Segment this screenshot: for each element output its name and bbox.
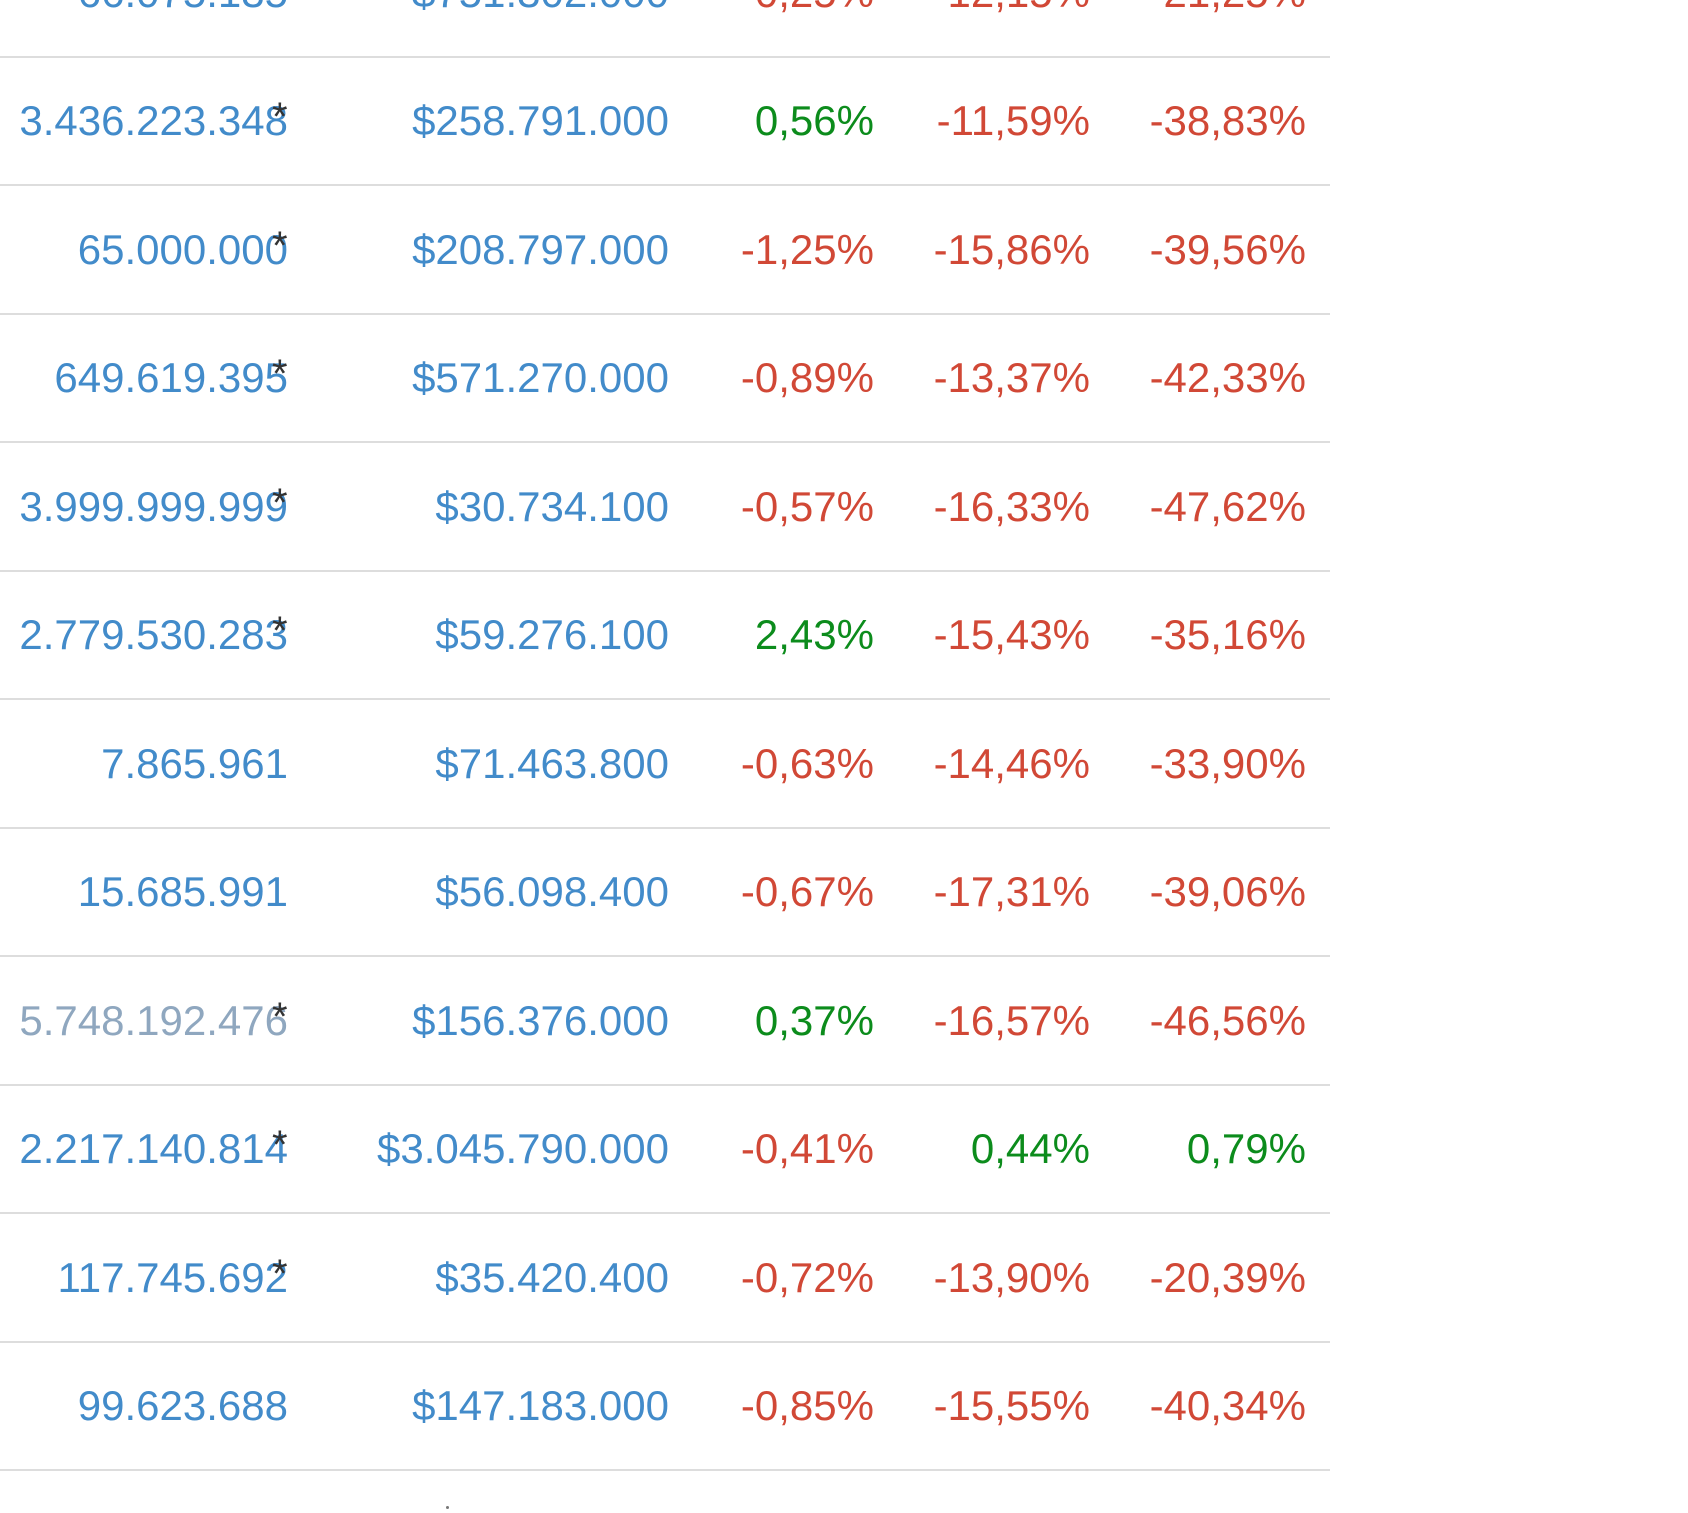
not-mineable-asterisk: * — [272, 352, 288, 396]
table-row-partial: 66.075.135 $751.302.000 0,25% -12,15% -2… — [0, 0, 1330, 58]
change-1h: -0,63% — [740, 739, 874, 787]
table-row: 65.000.000 * $208.797.000 -1,25% -15,86% -39,… — [0, 187, 1330, 315]
circulating-supply-link[interactable]: 3.436.223.348 — [19, 97, 288, 144]
change-7d: -35,16% — [1149, 611, 1306, 658]
table-row: 3.436.223.348 * $258.791.000 0,56% -11,59% -3… — [0, 58, 1330, 186]
change-7d: -39,06% — [1149, 868, 1306, 915]
volume-link[interactable]: $59.276.100 — [435, 611, 669, 658]
circulating-supply-link[interactable]: 66.075.135 — [78, 0, 288, 56]
change-7d: 0,79% — [1186, 1125, 1306, 1172]
change-7d: -21,25% — [1150, 0, 1306, 56]
change-24h: -17,31% — [933, 868, 1090, 915]
table-row: 3.999.999.999 * $30.734.100 -0,57% -16,33% -4… — [0, 444, 1330, 572]
volume-link[interactable]: $156.376.000 — [412, 996, 669, 1044]
volume-link[interactable]: $35.420.400 — [435, 1253, 669, 1301]
not-mineable-asterisk: * — [272, 1251, 288, 1296]
circulating-supply-link[interactable]: 649.619.395 — [54, 354, 288, 401]
change-24h: -16,33% — [933, 482, 1090, 530]
change-7d: -20,39% — [1149, 1253, 1306, 1301]
change-1h: -0,67% — [740, 868, 874, 915]
not-mineable-asterisk: * — [272, 1123, 288, 1167]
change-1h: 0,37% — [754, 996, 874, 1044]
circulating-supply-link[interactable]: 5.748.192.476 — [19, 996, 288, 1044]
change-24h: 0,44% — [970, 1125, 1090, 1172]
change-1h: -0,72% — [740, 1253, 874, 1301]
volume-link[interactable]: $751.302.000 — [412, 0, 669, 56]
change-7d: -33,90% — [1149, 739, 1306, 787]
change-24h: -12,15% — [934, 0, 1090, 56]
volume-link[interactable]: $3.045.790.000 — [377, 1125, 669, 1172]
volume-link[interactable]: $30.734.100 — [435, 482, 669, 530]
change-1h: -0,41% — [740, 1125, 874, 1172]
change-7d: -42,33% — [1149, 354, 1306, 401]
change-24h: -15,43% — [933, 611, 1090, 658]
change-1h: 0,25% — [755, 0, 874, 56]
table-row: 99.623.688 $147.183.000 -0,85% -15,55% -40,3… — [0, 1343, 1330, 1471]
change-1h: -0,85% — [740, 1382, 874, 1429]
volume-link[interactable]: $56.098.400 — [435, 868, 669, 915]
not-mineable-asterisk: * — [272, 609, 288, 653]
volume-link[interactable]: $258.791.000 — [412, 97, 669, 144]
decorative-dot — [446, 1506, 449, 1509]
change-7d: -46,56% — [1149, 996, 1306, 1044]
not-mineable-asterisk: * — [272, 480, 288, 525]
table-row: 117.745.692 * $35.420.400 -0,72% -13,90% -20,… — [0, 1215, 1330, 1343]
change-24h: -16,57% — [933, 996, 1090, 1044]
table-row: 2.217.140.814 * $3.045.790.000 -0,41% 0,44% 0… — [0, 1086, 1330, 1214]
circulating-supply-link[interactable]: 117.745.692 — [57, 1253, 288, 1301]
change-1h: -0,57% — [740, 482, 874, 530]
change-24h: -15,86% — [933, 225, 1090, 273]
not-mineable-asterisk: * — [272, 994, 288, 1039]
circulating-supply-link[interactable]: 99.623.688 — [77, 1382, 288, 1429]
circulating-supply-link[interactable]: 65.000.000 — [77, 225, 288, 273]
volume-link[interactable]: $571.270.000 — [412, 354, 669, 401]
not-mineable-asterisk: * — [272, 95, 288, 139]
table-row: 2.779.530.283 * $59.276.100 2,43% -15,43% -35… — [0, 572, 1330, 700]
change-24h: -14,46% — [933, 739, 1090, 787]
not-mineable-asterisk: * — [272, 223, 288, 268]
circulating-supply-link[interactable]: 15.685.991 — [77, 868, 288, 915]
volume-link[interactable]: $147.183.000 — [412, 1382, 669, 1429]
table-row: 15.685.991 $56.098.400 -0,67% -17,31% -39,06… — [0, 829, 1330, 957]
change-24h: -11,59% — [936, 97, 1090, 144]
circulating-supply-link[interactable]: 3.999.999.999 — [19, 482, 288, 530]
change-1h: -1,25% — [740, 225, 874, 273]
change-24h: -13,37% — [933, 354, 1090, 401]
change-7d: -39,56% — [1149, 225, 1306, 273]
change-7d: -38,83% — [1149, 97, 1306, 144]
change-7d: -40,34% — [1149, 1382, 1306, 1429]
circulating-supply-link[interactable]: 2.779.530.283 — [19, 611, 288, 658]
change-1h: 0,56% — [754, 97, 874, 144]
volume-link[interactable]: $71.463.800 — [435, 739, 669, 787]
change-1h: 2,43% — [754, 611, 874, 658]
volume-link[interactable]: $208.797.000 — [412, 225, 669, 273]
change-24h: -13,90% — [933, 1253, 1090, 1301]
table-row: 7.865.961 $71.463.800 -0,63% -14,46% -33,90% — [0, 701, 1330, 829]
change-1h: -0,89% — [740, 354, 874, 401]
table-row: 5.748.192.476 * $156.376.000 0,37% -16,57% -4… — [0, 958, 1330, 1086]
table-row: 649.619.395 * $571.270.000 -0,89% -13,37% -42… — [0, 315, 1330, 443]
circulating-supply-link[interactable]: 2.217.140.814 — [19, 1125, 288, 1172]
circulating-supply-link[interactable]: 7.865.961 — [101, 739, 288, 787]
change-24h: -15,55% — [933, 1382, 1090, 1429]
change-7d: -47,62% — [1149, 482, 1306, 530]
